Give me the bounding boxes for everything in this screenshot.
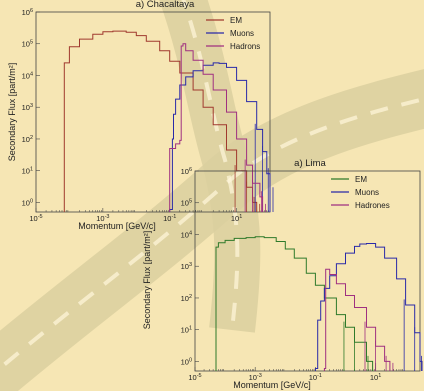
lima-y-tick-label: 104 xyxy=(181,230,192,239)
chacaltaya-y-tick-label: 105 xyxy=(22,40,33,49)
chacaltaya-legend-label-em: EM xyxy=(230,16,242,25)
chacaltaya-series-muons xyxy=(169,62,271,212)
chacaltaya-series-layer xyxy=(63,30,274,212)
lima-x-tick-label: 101 xyxy=(370,373,381,382)
lima-x-tick-label: 10-5 xyxy=(188,373,201,382)
lima-y-tick-label: 106 xyxy=(181,167,192,176)
chacaltaya-title: a) Chacaltaya xyxy=(136,0,195,10)
chacaltaya-y-tick-label: 102 xyxy=(22,135,33,144)
chacaltaya-x-tick-label: 10-5 xyxy=(29,214,42,223)
chacaltaya-legend: EM Muons Hadrons xyxy=(206,16,260,51)
chacaltaya-tick-labels: 10-5 10-3 10-1 101 100 101 102 103 104 105 106 xyxy=(22,8,243,223)
chacaltaya-x-tick-label: 10-3 xyxy=(96,214,109,223)
lima-y-tick-label: 103 xyxy=(181,262,192,271)
chacaltaya-y-tick-label: 100 xyxy=(22,198,33,207)
chacaltaya-x-tick-label: 10-1 xyxy=(163,214,176,223)
lima-y-tick-label: 105 xyxy=(181,199,192,208)
chacaltaya-x-tick-label: 101 xyxy=(231,214,242,223)
chacaltaya-y-tick-label: 101 xyxy=(22,167,33,176)
lima-x-tick-label: 10-1 xyxy=(309,373,322,382)
lima-series-muons xyxy=(314,243,423,371)
lima-series-em xyxy=(215,236,374,371)
chacaltaya-y-tick-label: 104 xyxy=(22,71,33,80)
chacaltaya-legend-label-hadrons: Hadrons xyxy=(230,42,260,51)
lima-title: a) Lima xyxy=(294,158,326,169)
lima-legend-label-hadrones: Hadrones xyxy=(355,201,390,210)
chacaltaya-y-axis-label: Secondary Flux [part/m²] xyxy=(7,63,17,162)
lima-plot-frame xyxy=(194,170,421,372)
lima-y-tick-label: 102 xyxy=(181,294,192,303)
lima-legend-label-em: EM xyxy=(355,175,367,184)
chacaltaya-x-axis-label: Momentum [GeV/c] xyxy=(78,221,156,231)
lima-y-axis-label: Secondary Flux [part/m²] xyxy=(142,231,152,330)
lima-tick-labels: 10-5 10-3 10-1 101 100 101 102 103 104 105 106 xyxy=(181,167,382,382)
lima-series-layer xyxy=(215,236,423,371)
chacaltaya-legend-label-muons: Muons xyxy=(230,29,254,38)
lima-y-tick-label: 101 xyxy=(181,326,192,335)
lima-legend-label-muons: Muons xyxy=(355,188,379,197)
lima-legend: EM Muons Hadrones xyxy=(331,175,390,210)
chacaltaya-y-tick-label: 106 xyxy=(22,8,33,17)
lima-y-tick-label: 100 xyxy=(181,357,192,366)
chacaltaya-plot-frame xyxy=(35,11,271,213)
lima-series-hadrones xyxy=(323,268,391,371)
chacaltaya-y-tick-label: 103 xyxy=(22,103,33,112)
lima-x-axis-label: Momentum [GeV/c] xyxy=(233,380,311,390)
lima-x-tick-label: 10-3 xyxy=(249,373,262,382)
